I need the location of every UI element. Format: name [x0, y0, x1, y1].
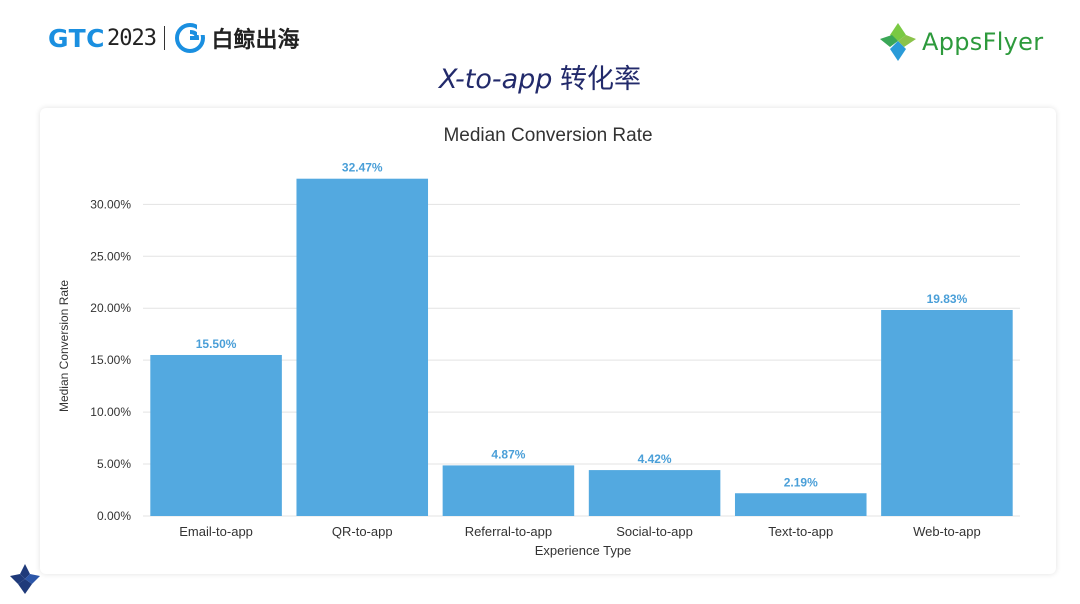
x-tick-label: Web-to-app [913, 524, 981, 539]
x-tick-label: Email-to-app [179, 524, 253, 539]
bar-social-to-app [588, 470, 721, 516]
data-label: 15.50% [196, 337, 237, 351]
gtc-logo-text: GTC [48, 23, 105, 53]
appsflyer-logo-icon [880, 23, 916, 61]
y-tick-label: 10.00% [90, 405, 131, 419]
gtc-logo: GTC 2023 白鲸出海 [48, 20, 299, 56]
gtc-logo-year: 2023 [106, 25, 157, 51]
corner-logo-icon [10, 564, 40, 594]
gridlines [143, 203, 1020, 517]
appsflyer-logo: AppsFlyer [878, 20, 1043, 64]
bar-text-to-app [734, 493, 867, 516]
data-labels: 15.50% 32.47% 4.87% 4.42% 2.19% 19.83% [196, 161, 968, 490]
y-axis-ticks: 0.00% 5.00% 10.00% 15.00% 20.00% 25.00% 30.00% [90, 197, 131, 523]
data-label: 19.83% [927, 292, 968, 306]
y-tick-label: 30.00% [90, 197, 131, 211]
x-tick-label: Referral-to-app [465, 524, 552, 539]
whale-logo-icon [175, 23, 206, 53]
partner-name: 白鲸出海 [211, 28, 300, 53]
y-tick-label: 15.00% [90, 353, 131, 367]
x-tick-label: Text-to-app [768, 524, 833, 539]
slide-title: X-to-app 转化率 [0, 57, 1080, 96]
x-axis-ticks: Email-to-app QR-to-app Referral-to-app Soci… [179, 524, 981, 539]
slide-title-zh: 转化率 [552, 64, 641, 94]
bar-referral-to-app [442, 465, 575, 516]
bars [150, 178, 1013, 516]
data-label: 4.87% [491, 447, 525, 461]
chart-card: Median Conversion Rate 0.00% 5.00% 10.00% 1… [40, 108, 1056, 574]
x-tick-label: QR-to-app [332, 524, 393, 539]
data-label: 32.47% [342, 161, 383, 175]
x-axis-title: Experience Type [535, 543, 632, 558]
x-tick-label: Social-to-app [616, 524, 693, 539]
chart-title: Median Conversion Rate [443, 125, 652, 146]
logo-separator [163, 26, 166, 50]
data-label: 4.42% [638, 452, 672, 466]
bar-qr-to-app [296, 178, 429, 516]
bar-chart: Median Conversion Rate 0.00% 5.00% 10.00% 1… [57, 125, 1020, 558]
y-tick-label: 0.00% [97, 509, 131, 523]
bar-email-to-app [150, 354, 282, 516]
brand-name: AppsFlyer [922, 28, 1044, 56]
slide-title-en: X-to-app [439, 64, 553, 95]
y-axis-title: Median Conversion Rate [57, 280, 71, 412]
y-tick-label: 25.00% [90, 249, 131, 263]
bar-web-to-app [881, 310, 1013, 516]
y-tick-label: 5.00% [97, 457, 131, 471]
y-tick-label: 20.00% [90, 301, 131, 315]
data-label: 2.19% [784, 475, 818, 489]
